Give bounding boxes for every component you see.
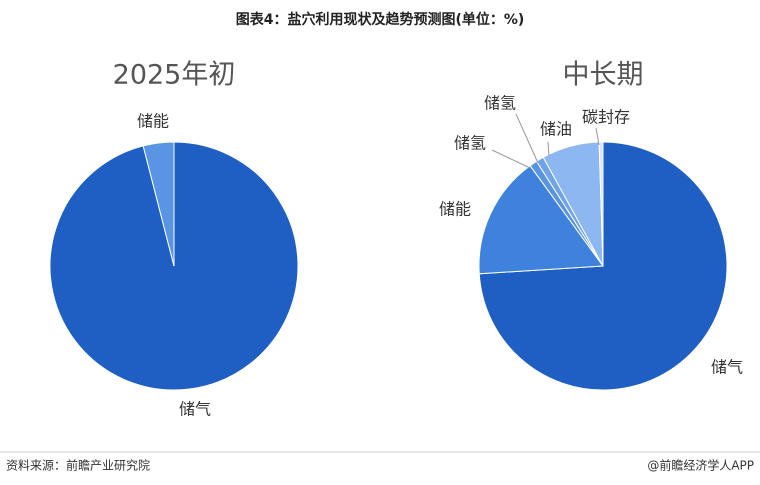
leader-line — [595, 127, 600, 146]
pie-title: 中长期 — [563, 60, 644, 91]
slice-label: 储氢 — [484, 94, 516, 113]
source: 资料来源：前瞻产业研究院 — [6, 458, 150, 473]
pie-slice — [598, 141, 604, 267]
slice-label: 储气 — [711, 358, 743, 377]
slice-label: 储气 — [179, 400, 211, 419]
leader-line — [491, 149, 531, 169]
title: 图表4：盐穴利用现状及趋势预测图(单位：%) — [236, 11, 525, 28]
pie-slice — [142, 141, 175, 267]
brand: @前瞻经济学人APP — [647, 458, 754, 473]
slice-label: 储能 — [439, 200, 471, 219]
slice-label: 碳封存 — [582, 108, 630, 127]
leader-line — [515, 113, 539, 164]
slice-label: 储氢 — [454, 134, 486, 153]
slice-label: 储油 — [540, 120, 572, 139]
leader-line — [547, 141, 550, 157]
pie-slice — [478, 164, 604, 275]
slice-label: 储能 — [137, 112, 169, 131]
pie-title: 2025年初 — [113, 60, 236, 91]
